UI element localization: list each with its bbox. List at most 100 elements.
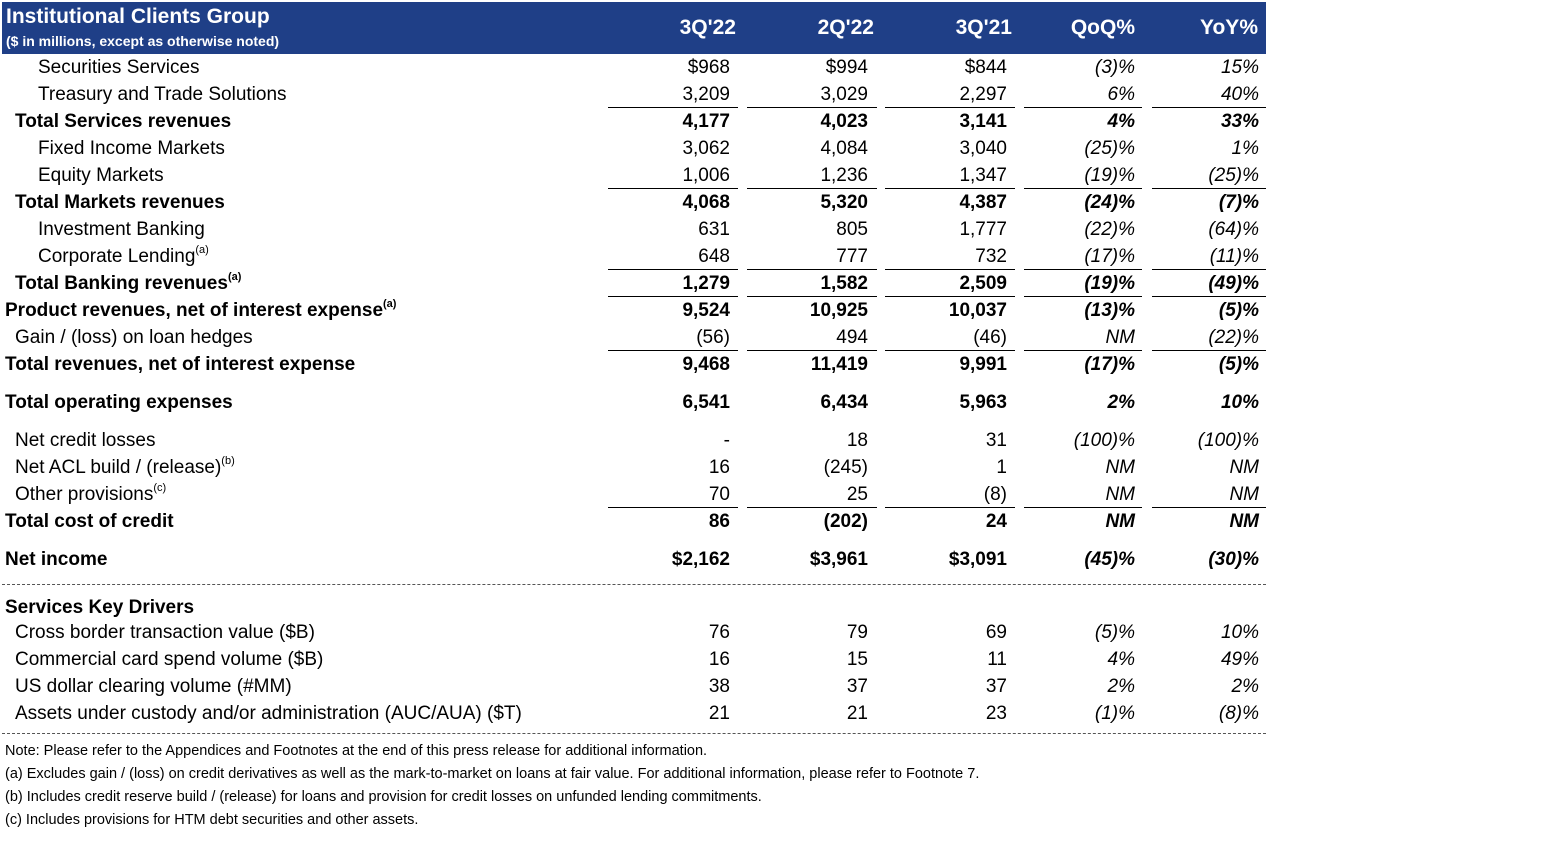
- driver-cell: 76: [708, 622, 730, 643]
- table-cell: 3,040: [959, 138, 1007, 159]
- cell-underline: [747, 507, 877, 508]
- table-row: Securities Services $968 $994 $844 (3)% 15%: [2, 54, 1266, 81]
- driver-cell: 4%: [1107, 649, 1135, 670]
- cell-underline: [608, 107, 738, 108]
- table-cell: 86: [708, 511, 730, 532]
- table-cell: (13)%: [1084, 300, 1135, 321]
- cell-underline: [1152, 350, 1266, 351]
- table-label: Securities Services: [38, 57, 200, 79]
- table-cell: (5)%: [1218, 354, 1259, 375]
- footnote-b: (b) Includes credit reserve build / (rel…: [5, 789, 762, 805]
- dashed-divider: [2, 584, 1266, 585]
- table-label-text: Treasury and Trade Solutions: [38, 84, 287, 105]
- table-cell: (22)%: [1208, 327, 1259, 348]
- table-cell: 70: [708, 484, 730, 505]
- table-label-text: Corporate Lending: [38, 246, 196, 267]
- table-subtitle: ($ in millions, except as otherwise note…: [6, 33, 280, 49]
- table-row: Treasury and Trade Solutions 3,209 3,029 2,…: [2, 81, 1266, 108]
- table-cell: $2,162: [671, 549, 730, 570]
- driver-cell: 16: [708, 649, 730, 670]
- cell-underline: [747, 350, 877, 351]
- driver-cell: 10%: [1220, 622, 1259, 643]
- table-label: Other provisions(c): [15, 482, 166, 506]
- table-label-text: Fixed Income Markets: [38, 138, 225, 159]
- cell-underline: [885, 350, 1015, 351]
- table-cell: 3,062: [682, 138, 730, 159]
- table-cell: (24)%: [1084, 192, 1135, 213]
- table-label: Fixed Income Markets: [38, 138, 225, 160]
- table-label-text: Investment Banking: [38, 219, 205, 240]
- table-label: Net ACL build / (release)(b): [15, 455, 235, 479]
- cell-underline: [1024, 188, 1142, 189]
- table-label-text: Equity Markets: [38, 165, 164, 186]
- table-row: Gain / (loss) on loan hedges (56) 494 (46) N…: [2, 324, 1266, 351]
- notes-divider: [2, 733, 1266, 734]
- table-row: Net income $2,162 $3,961 $3,091 (45)% (30)%: [2, 535, 1266, 573]
- table-label: Total operating expenses: [5, 392, 233, 414]
- cell-underline: [1024, 350, 1142, 351]
- table-cell: 5,320: [820, 192, 868, 213]
- table-body: Securities Services $968 $994 $844 (3)% 15% Tr…: [2, 54, 1266, 573]
- driver-label: US dollar clearing volume (#MM): [15, 676, 292, 698]
- cell-underline: [1152, 107, 1266, 108]
- table-label: Gain / (loss) on loan hedges: [15, 327, 253, 349]
- footnote-c: (c) Includes provisions for HTM debt sec…: [5, 812, 419, 828]
- table-cell: 9,991: [959, 354, 1007, 375]
- table-label: Investment Banking: [38, 219, 205, 241]
- table-cell: 805: [836, 219, 868, 240]
- table-cell: NM: [1105, 327, 1135, 348]
- table-cell: 3,209: [682, 84, 730, 105]
- drivers-body: Cross border transaction value ($B) 76 79 6…: [2, 619, 1266, 727]
- table-cell: (25)%: [1084, 138, 1135, 159]
- table-label-text: Total Banking revenues: [15, 273, 228, 294]
- table-cell: 6,541: [682, 392, 730, 413]
- table-cell: (46): [973, 327, 1007, 348]
- cell-underline: [885, 269, 1015, 270]
- table-row: Corporate Lending(a) 648 777 732 (17)% (11)%: [2, 243, 1266, 270]
- column-header-3q22: 3Q'22: [679, 16, 736, 39]
- table-cell: (202): [823, 511, 868, 532]
- table-cell: 4,387: [959, 192, 1007, 213]
- table-row: Product revenues, net of interest expens…: [2, 297, 1266, 324]
- table-cell: $3,961: [809, 549, 868, 570]
- table-cell: 9,468: [682, 354, 730, 375]
- drivers-heading: Services Key Drivers: [5, 597, 195, 618]
- cell-underline: [608, 269, 738, 270]
- table-cell: (8): [983, 484, 1007, 505]
- table-cell: 1,582: [820, 273, 868, 294]
- table-cell: (5)%: [1218, 300, 1259, 321]
- table-cell: $994: [825, 57, 868, 78]
- driver-label: Commercial card spend volume ($B): [15, 649, 323, 671]
- table-cell: 1,236: [820, 165, 868, 186]
- table-cell: 1: [996, 457, 1007, 478]
- driver-label: Cross border transaction value ($B): [15, 622, 315, 644]
- cell-underline: [1024, 296, 1142, 297]
- driver-cell: 37: [846, 676, 868, 697]
- driver-cell: 69: [985, 622, 1007, 643]
- driver-cell: 49%: [1220, 649, 1259, 670]
- drivers-heading-row: Services Key Drivers: [2, 585, 1266, 619]
- table-cell: 10,037: [948, 300, 1007, 321]
- table-cell: 1,777: [959, 219, 1007, 240]
- table-cell: NM: [1105, 484, 1135, 505]
- table-cell: (56): [696, 327, 730, 348]
- table-cell: 9,524: [682, 300, 730, 321]
- table-cell: (64)%: [1208, 219, 1259, 240]
- table-cell: (25)%: [1208, 165, 1259, 186]
- driver-label-text: Commercial card spend volume ($B): [15, 649, 324, 670]
- table-label: Total revenues, net of interest expense: [5, 354, 355, 376]
- table-cell: (45)%: [1084, 549, 1135, 570]
- table-label: Total Markets revenues: [15, 192, 225, 214]
- table-cell: -: [723, 430, 730, 451]
- cell-underline: [885, 507, 1015, 508]
- table-cell: (30)%: [1208, 549, 1259, 570]
- driver-row: US dollar clearing volume (#MM) 38 37 37 2% 2…: [2, 673, 1266, 700]
- table-cell: 33%: [1220, 111, 1259, 132]
- cell-underline: [1024, 507, 1142, 508]
- cell-underline: [608, 350, 738, 351]
- driver-cell: 2%: [1231, 676, 1259, 697]
- driver-cell: (1)%: [1094, 703, 1135, 724]
- driver-cell: 38: [708, 676, 730, 697]
- footnote-general: Note: Please refer to the Appendices and…: [5, 743, 708, 759]
- footnote-marker: (a): [383, 297, 397, 310]
